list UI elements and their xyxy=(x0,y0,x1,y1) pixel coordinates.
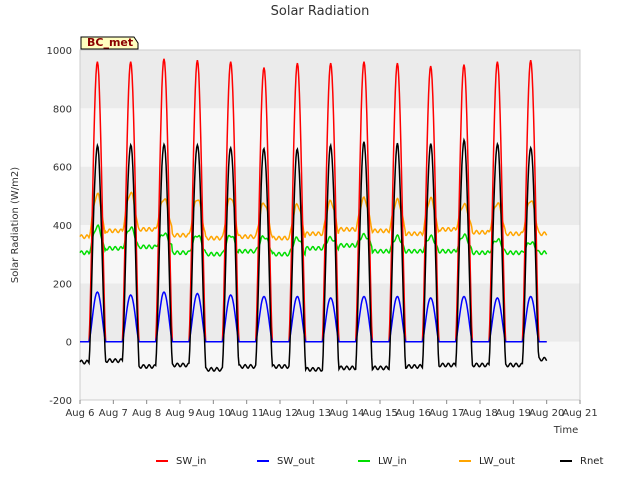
legend-label: SW_in xyxy=(176,456,206,467)
y-tick-label: 200 xyxy=(53,279,72,290)
y-tick-label: 600 xyxy=(53,163,72,174)
x-tick-label: Aug 18 xyxy=(462,408,497,419)
y-axis: -200 0 200 400 600 800 1000 xyxy=(47,46,72,407)
x-tick-label: Aug 14 xyxy=(329,408,364,419)
legend-label: LW_out xyxy=(479,456,515,467)
x-tick-label: Aug 8 xyxy=(132,408,161,419)
x-tick-label: Aug 13 xyxy=(296,408,331,419)
grid-band xyxy=(80,50,580,109)
x-tick-label: Aug 9 xyxy=(165,408,194,419)
series-line-rnet xyxy=(79,137,548,373)
x-tick-label: Aug 11 xyxy=(229,408,264,419)
x-tick-label: Aug 10 xyxy=(196,408,231,419)
station-label-box: BC_met xyxy=(80,36,139,50)
x-tick-label: Aug 21 xyxy=(562,408,597,419)
y-tick-label: 0 xyxy=(66,338,72,349)
y-tick-label: 400 xyxy=(53,221,72,232)
x-tick-label: Aug 15 xyxy=(362,408,397,419)
y-tick-label: 800 xyxy=(53,104,72,115)
plot-area xyxy=(79,49,581,401)
legend-label: SW_out xyxy=(277,456,315,467)
chart-title: Solar Radiation xyxy=(271,4,370,19)
x-tick-label: Aug 12 xyxy=(262,408,297,419)
grid-band xyxy=(80,225,580,284)
station-label: BC_met xyxy=(87,36,133,49)
x-axis-title: Time xyxy=(553,425,578,436)
legend: SW_in SW_out LW_in LW_out Rnet xyxy=(156,456,603,467)
y-tick-label: 1000 xyxy=(47,46,72,57)
legend-label: Rnet xyxy=(580,456,603,467)
x-tick-label: Aug 6 xyxy=(65,408,94,419)
x-tick-label: Aug 19 xyxy=(496,408,531,419)
grid-band xyxy=(80,341,580,400)
x-tick-label: Aug 16 xyxy=(396,408,431,419)
plot-background xyxy=(80,50,580,400)
grid-band xyxy=(80,166,580,225)
x-tick-label: Aug 17 xyxy=(429,408,464,419)
y-tick-label: -200 xyxy=(49,396,72,407)
legend-label: LW_in xyxy=(378,456,407,467)
x-tick-label: Aug 20 xyxy=(529,408,564,419)
grid-band xyxy=(80,108,580,167)
x-tick-label: Aug 7 xyxy=(99,408,128,419)
series-lines xyxy=(79,58,548,373)
y-axis-title: Solar Radiation (W/m2) xyxy=(10,167,21,283)
